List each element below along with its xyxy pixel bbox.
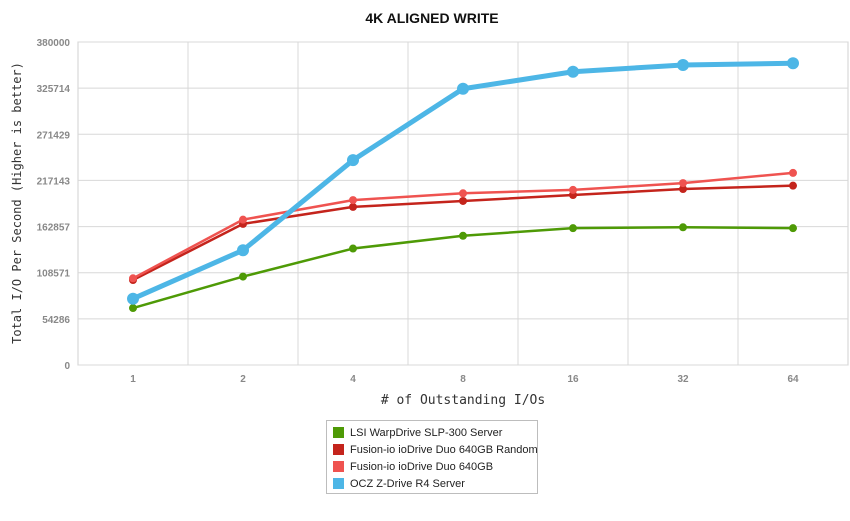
legend-swatch [333, 461, 344, 472]
data-point [567, 65, 579, 78]
data-point [677, 58, 689, 71]
legend-item: OCZ Z-Drive R4 Server [333, 475, 537, 492]
data-point [787, 57, 799, 70]
y-tick-label: 271429 [37, 130, 71, 141]
legend-swatch [333, 444, 344, 455]
x-tick-label: 2 [240, 374, 246, 385]
y-tick-label: 162857 [37, 223, 71, 234]
data-point [459, 196, 467, 205]
legend-item: Fusion-io ioDrive Duo 640GB Random [333, 441, 538, 458]
data-point [789, 224, 797, 233]
data-point [239, 272, 247, 281]
data-point [569, 224, 577, 233]
data-point [459, 189, 467, 198]
series-group [127, 57, 799, 313]
data-point [127, 292, 139, 305]
x-axis-ticks: 1 2 4 8 16 32 64 [130, 374, 799, 385]
legend-swatch [333, 427, 344, 438]
data-point [237, 244, 249, 257]
y-tick-label: 217143 [37, 176, 71, 187]
chart-title: 4K ALIGNED WRITE [365, 10, 498, 26]
x-tick-label: 4 [350, 374, 356, 385]
data-point [349, 196, 357, 205]
y-tick-label: 0 [64, 361, 70, 372]
legend-label: Fusion-io ioDrive Duo 640GB [350, 460, 494, 473]
data-point [349, 244, 357, 253]
y-tick-label: 380000 [37, 38, 71, 49]
x-tick-label: 8 [460, 374, 466, 385]
x-tick-label: 32 [677, 374, 689, 385]
series-lsi-warpdrive-slp-300-server [129, 223, 797, 313]
legend-label: OCZ Z-Drive R4 Server [350, 477, 465, 490]
data-point [129, 274, 137, 283]
data-point [679, 179, 687, 188]
x-tick-label: 64 [787, 374, 799, 385]
data-point [569, 185, 577, 194]
legend-label: LSI WarpDrive SLP-300 Server [350, 426, 503, 439]
data-point [239, 215, 247, 224]
legend-swatch [333, 478, 344, 489]
data-point [457, 82, 469, 95]
series-fusion-io-iodrive-duo-640gb [129, 168, 797, 283]
y-axis-label: Total I/O Per Second (Higher is better) [10, 62, 24, 344]
x-axis-label: # of Outstanding I/Os [381, 393, 545, 408]
data-point [789, 181, 797, 190]
series-ocz-z-drive-r4-server [127, 57, 799, 305]
data-point [349, 202, 357, 211]
y-tick-label: 54286 [42, 315, 70, 326]
data-point [679, 223, 687, 232]
y-tick-label: 325714 [37, 84, 71, 95]
data-point [459, 231, 467, 240]
x-tick-label: 16 [567, 374, 579, 385]
legend-item: Fusion-io ioDrive Duo 640GB [333, 458, 537, 475]
y-tick-label: 108571 [37, 269, 71, 280]
chart-legend: LSI WarpDrive SLP-300 Server Fusion-io io… [326, 420, 538, 494]
x-tick-label: 1 [130, 374, 136, 385]
data-point [347, 154, 359, 167]
legend-label: Fusion-io ioDrive Duo 640GB Random [350, 443, 538, 456]
y-axis-ticks: 0 54286 108571 162857 217143 271429 325714 3800… [37, 38, 71, 372]
legend-item: LSI WarpDrive SLP-300 Server [333, 424, 537, 441]
data-point [679, 185, 687, 194]
data-point [789, 168, 797, 177]
data-point [129, 304, 137, 313]
